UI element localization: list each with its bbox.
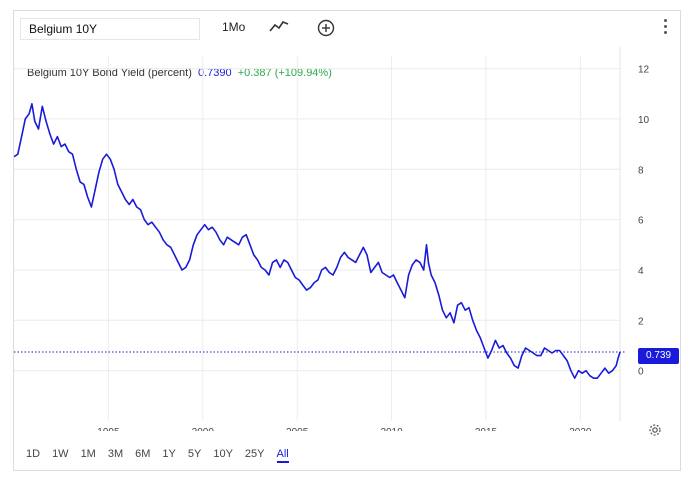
line-chart-icon[interactable] — [269, 19, 289, 36]
legend-series-name: Belgium 10Y Bond Yield (percent) — [27, 67, 192, 79]
chart-toolbar: Belgium 10Y 1Mo — [14, 11, 680, 47]
last-value-label: 0.739 — [638, 348, 679, 364]
y-tick-label: 4 — [638, 266, 644, 277]
legend-change: +0.387 (+109.94%) — [237, 67, 332, 79]
settings-icon[interactable] — [648, 423, 662, 442]
range-button-1m[interactable]: 1M — [80, 448, 96, 460]
range-button-3m[interactable]: 3M — [107, 448, 124, 460]
range-button-1y[interactable]: 1Y — [162, 448, 176, 460]
chart-widget: Belgium 10Y 1Mo Belgium 10Y Bond Yield (… — [13, 10, 681, 471]
range-selector: 1D 1W 1M 3M 6M 1Y 5Y 10Y 25Y All — [26, 448, 301, 463]
range-button-10y[interactable]: 10Y — [213, 448, 233, 460]
y-tick-label: 12 — [638, 65, 650, 76]
x-tick-label: 2020 — [569, 427, 592, 431]
more-vertical-icon[interactable] — [662, 19, 668, 37]
legend-last-value: 0.7390 — [197, 67, 232, 79]
plus-circle-icon[interactable] — [317, 19, 335, 40]
line-chart[interactable]: 0 2 4 6 8 10 12 1995 2000 2005 2010 2015 2020 — [14, 11, 680, 431]
x-tick-label: 2005 — [286, 427, 309, 431]
x-tick-label: 2000 — [192, 427, 215, 431]
y-tick-label: 0 — [638, 367, 644, 378]
chart-legend: Belgium 10Y Bond Yield (percent) 0.7390 … — [27, 67, 332, 79]
range-button-all[interactable]: All — [276, 448, 289, 463]
y-tick-label: 2 — [638, 316, 644, 327]
y-tick-label: 10 — [638, 115, 650, 126]
range-button-6m[interactable]: 6M — [135, 448, 151, 460]
y-tick-label: 6 — [638, 216, 644, 227]
x-tick-label: 2010 — [380, 427, 403, 431]
x-tick-label: 1995 — [97, 427, 120, 431]
x-tick-label: 2015 — [475, 427, 498, 431]
interval-selector[interactable]: 1Mo — [222, 20, 246, 34]
symbol-search-input[interactable]: Belgium 10Y — [20, 18, 200, 40]
range-button-1d[interactable]: 1D — [26, 448, 41, 460]
range-button-25y[interactable]: 25Y — [244, 448, 265, 460]
range-button-1w[interactable]: 1W — [52, 448, 69, 460]
y-tick-label: 8 — [638, 165, 644, 176]
range-button-5y[interactable]: 5Y — [187, 448, 202, 460]
series-line[interactable] — [14, 103, 621, 379]
